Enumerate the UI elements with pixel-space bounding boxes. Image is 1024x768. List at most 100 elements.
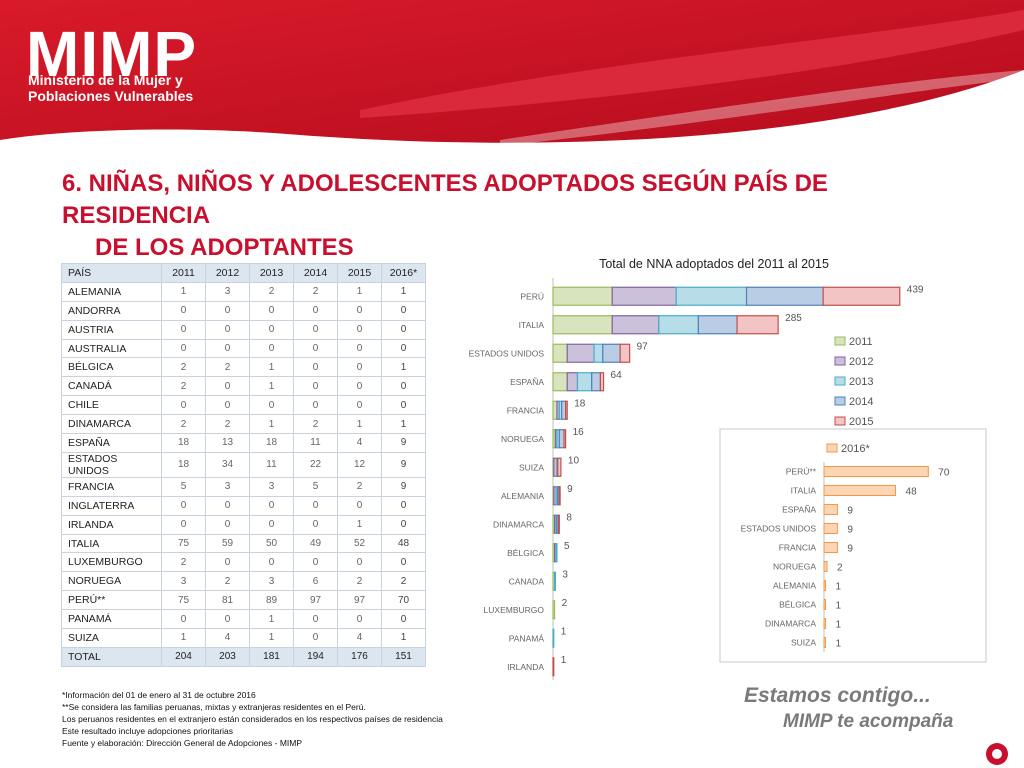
country-cell: PANAMÁ	[61, 609, 162, 630]
column-header: PAÍS	[61, 263, 162, 283]
country-cell: ESTADOS UNIDOS	[61, 451, 162, 478]
table-row: ITALIA 75 59 50 49 52 48	[61, 533, 426, 554]
value-cell: 2	[293, 281, 338, 302]
value-cell: 1	[249, 357, 294, 378]
bar-segment	[565, 400, 568, 420]
category-label: LUXEMBURGO	[484, 605, 545, 615]
category-label: ITALIA	[791, 486, 817, 496]
value-cell: 2	[205, 414, 250, 435]
value-cell: 0	[249, 395, 294, 416]
adoption-table: PAÍS 2011 2012 2013 2014 2015 2016* ALEM…	[61, 263, 426, 667]
data-label: 10	[568, 455, 580, 466]
category-label: ESPAÑA	[782, 505, 816, 515]
data-label: 16	[573, 427, 585, 438]
value-cell: 52	[337, 533, 382, 554]
value-cell: 0	[337, 319, 382, 340]
data-label: 2	[562, 598, 568, 609]
value-cell: 0	[293, 300, 338, 321]
country-cell: LUXEMBURGO	[61, 552, 162, 573]
value-cell: 0	[161, 395, 206, 416]
value-cell: 0	[293, 376, 338, 397]
table-row: BÉLGICA 2 2 1 0 0 1	[61, 357, 426, 378]
value-cell: 0	[337, 609, 382, 630]
bar-segment	[611, 286, 677, 306]
value-cell: 3	[249, 476, 294, 497]
value-cell: 0	[293, 514, 338, 535]
country-cell: AUSTRALIA	[61, 338, 162, 359]
value-cell: 0	[205, 495, 250, 516]
data-label: 64	[611, 370, 623, 381]
bar	[823, 523, 838, 534]
bar	[823, 580, 826, 591]
value-cell: 3	[161, 571, 206, 592]
data-label: 1	[561, 626, 567, 637]
value-cell: 9	[381, 451, 426, 478]
bar-segment	[658, 315, 699, 335]
value-cell: 0	[337, 495, 382, 516]
value-cell: 0	[381, 300, 426, 321]
header-banner	[0, 0, 1024, 146]
value-cell: 1	[249, 414, 294, 435]
column-header: 2014	[293, 263, 338, 283]
slogan-line-1: Estamos contigo...	[744, 684, 931, 707]
data-label: 9	[567, 484, 573, 495]
table-row: NORUEGA 3 2 3 6 2 2	[61, 571, 426, 592]
value-cell: 97	[293, 590, 338, 611]
value-cell: 0	[205, 552, 250, 573]
column-header: 2015	[337, 263, 382, 283]
value-cell: 0	[205, 514, 250, 535]
category-label: DINAMARCA	[765, 619, 816, 629]
value-cell: 0	[249, 338, 294, 359]
country-cell: SUIZA	[61, 628, 162, 648]
total-cell: 204	[161, 646, 206, 667]
value-cell: 22	[293, 451, 338, 478]
value-cell: 11	[249, 451, 294, 478]
total-label: TOTAL	[61, 646, 162, 667]
bar-segment	[602, 343, 621, 363]
value-cell: 81	[205, 590, 250, 611]
value-cell: 0	[205, 376, 250, 397]
value-cell: 70	[381, 590, 426, 611]
value-cell: 0	[381, 376, 426, 397]
bar-segment	[566, 372, 579, 392]
value-cell: 0	[337, 300, 382, 321]
value-cell: 1	[381, 628, 426, 648]
category-label: SUIZA	[791, 638, 816, 648]
table-total-row: TOTAL 204 203 181 194 176 151	[61, 646, 426, 667]
country-cell: ITALIA	[61, 533, 162, 554]
footnote: Fuente y elaboración: Dirección General …	[62, 738, 303, 748]
value-cell: 1	[337, 414, 382, 435]
category-label: SUIZA	[519, 462, 544, 472]
value-cell: 4	[337, 433, 382, 453]
total-cell: 194	[293, 646, 338, 667]
total-cell: 203	[205, 646, 250, 667]
value-cell: 0	[205, 395, 250, 416]
value-cell: 0	[205, 609, 250, 630]
category-label: ESPAÑA	[510, 377, 544, 387]
bar-segment	[822, 286, 901, 306]
category-label: PERÚ	[520, 291, 544, 301]
bar-segment	[557, 514, 560, 534]
data-label: 1	[835, 582, 841, 593]
value-cell: 0	[161, 514, 206, 535]
value-cell: 2	[205, 571, 250, 592]
category-label: IRLANDA	[507, 662, 544, 672]
country-cell: CANADÁ	[61, 376, 162, 397]
country-cell: BÉLGICA	[61, 357, 162, 378]
value-cell: 49	[293, 533, 338, 554]
value-cell: 2	[161, 376, 206, 397]
value-cell: 0	[337, 376, 382, 397]
brand-subtitle: Ministerio de la Mujer y Poblaciones Vul…	[28, 72, 193, 104]
value-cell: 0	[161, 609, 206, 630]
bar-segment	[675, 286, 748, 306]
value-cell: 9	[381, 476, 426, 497]
value-cell: 0	[337, 552, 382, 573]
legend-swatch	[834, 356, 846, 366]
bar-segment	[558, 486, 561, 506]
value-cell: 0	[337, 395, 382, 416]
bar	[823, 542, 838, 553]
category-label: ESTADOS UNIDOS	[741, 524, 817, 534]
value-cell: 48	[381, 533, 426, 554]
corner-icon	[986, 743, 1008, 765]
category-label: CANADA	[509, 576, 545, 586]
